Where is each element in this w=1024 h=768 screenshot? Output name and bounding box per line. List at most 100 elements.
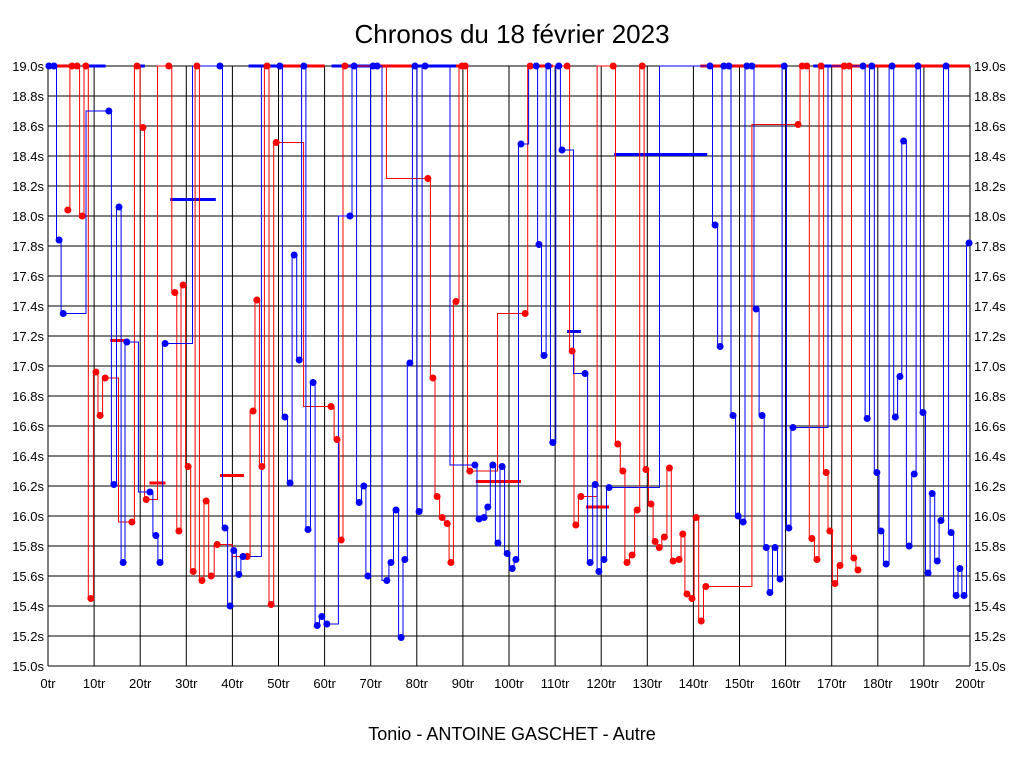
data-point-blue	[503, 550, 511, 557]
data-point-blue	[489, 461, 497, 469]
data-point-red	[692, 514, 700, 521]
x-tick-label: 20tr	[129, 676, 152, 691]
y-tick-label-left: 16.8s	[12, 389, 44, 404]
data-point-blue	[415, 508, 423, 515]
data-point-red	[433, 493, 441, 500]
data-point-red	[521, 310, 529, 317]
data-point-blue	[110, 481, 118, 488]
data-point-blue	[896, 373, 904, 380]
y-tick-label-left: 17.6s	[12, 269, 44, 284]
grid	[47, 65, 971, 667]
x-tick-label: 140tr	[679, 676, 709, 691]
data-point-blue	[544, 62, 552, 70]
data-point-red	[642, 466, 650, 473]
data-point-blue	[471, 461, 479, 469]
data-point-red	[193, 62, 201, 70]
y-tick-label-right: 16.4s	[974, 449, 1006, 464]
data-point-blue	[300, 62, 308, 70]
data-point-blue	[346, 212, 354, 220]
data-point-red	[623, 559, 631, 566]
data-point-red	[854, 566, 862, 574]
data-point-red	[213, 541, 221, 548]
data-point-red	[697, 617, 705, 625]
y-tick-label-left: 18.0s	[12, 209, 44, 224]
data-point-blue	[55, 236, 63, 244]
data-point-blue	[891, 413, 899, 421]
data-point-blue	[555, 62, 563, 70]
data-point-blue	[706, 62, 714, 70]
data-point-blue	[119, 559, 127, 566]
data-point-red	[679, 530, 687, 538]
y-tick-label-left: 17.4s	[12, 299, 44, 314]
data-point-red	[794, 121, 802, 128]
data-point-blue	[290, 251, 298, 259]
data-point-red	[165, 62, 173, 70]
data-point-blue	[600, 556, 608, 563]
data-point-blue	[373, 62, 381, 70]
data-point-red	[609, 62, 617, 70]
y-tick-label-right: 15.4s	[974, 599, 1006, 614]
data-point-blue	[873, 469, 881, 476]
data-point-red	[813, 556, 821, 563]
y-tick-label-left: 17.0s	[12, 359, 44, 374]
data-point-blue	[743, 62, 751, 70]
data-point-blue	[304, 526, 312, 533]
data-point-blue	[586, 559, 594, 566]
data-point-blue	[235, 571, 243, 578]
data-point-blue	[720, 62, 728, 70]
y-tick-label-right: 17.0s	[974, 359, 1006, 374]
data-point-red	[202, 497, 210, 505]
y-tick-label-right: 17.8s	[974, 239, 1006, 254]
x-tick-label: 50tr	[267, 676, 290, 691]
data-point-red	[831, 580, 839, 587]
data-point-blue	[59, 310, 67, 317]
y-tick-label-left: 16.2s	[12, 479, 44, 494]
data-point-blue	[947, 529, 955, 536]
y-tick-label-right: 17.6s	[974, 269, 1006, 284]
x-tick-label: 30tr	[175, 676, 198, 691]
y-tick-label-right: 16.0s	[974, 509, 1006, 524]
data-point-blue	[392, 506, 400, 514]
data-point-blue	[734, 512, 742, 520]
data-point-red	[64, 206, 72, 214]
x-tick-label: 0tr	[40, 676, 56, 691]
data-point-blue	[498, 463, 506, 470]
data-point-blue	[494, 539, 502, 547]
data-point-blue	[239, 553, 247, 560]
data-point-blue	[581, 370, 589, 377]
y-tick-label-right: 18.6s	[974, 119, 1006, 134]
data-point-red	[619, 467, 627, 475]
data-point-blue	[758, 412, 766, 419]
y-tick-label-right: 17.4s	[974, 299, 1006, 314]
data-point-blue	[484, 503, 492, 511]
data-point-blue	[910, 470, 918, 478]
data-point-blue	[383, 577, 391, 584]
data-point-red	[443, 520, 451, 527]
data-point-red	[461, 62, 469, 70]
data-point-blue	[595, 568, 603, 575]
data-point-red	[189, 568, 197, 575]
y-tick-label-right: 15.0s	[974, 659, 1006, 674]
tick-labels: 15.0s 15.0s 15.2s 15.2s 15.4s 15.4s 15.6s 15.6s…	[12, 59, 1006, 691]
y-tick-label-right: 18.4s	[974, 149, 1006, 164]
data-point-red	[139, 124, 147, 131]
data-point-blue	[406, 359, 414, 367]
data-point-blue	[45, 62, 53, 70]
data-point-red	[826, 527, 834, 535]
data-point-red	[333, 436, 341, 443]
data-point-blue	[725, 62, 733, 70]
data-point-blue	[401, 556, 409, 563]
data-point-red	[526, 62, 534, 70]
data-point-blue	[323, 620, 331, 628]
y-tick-label-left: 17.2s	[12, 329, 44, 344]
data-point-blue	[558, 146, 566, 154]
x-tick-label: 100tr	[494, 676, 524, 691]
data-point-blue	[956, 565, 964, 572]
data-point-red	[337, 536, 345, 544]
x-tick-label: 110tr	[541, 676, 570, 691]
data-point-blue	[281, 413, 289, 421]
data-point-blue	[937, 517, 945, 524]
data-point-blue	[421, 62, 429, 70]
data-point-blue	[535, 241, 543, 248]
y-tick-label-right: 19.0s	[974, 59, 1006, 74]
